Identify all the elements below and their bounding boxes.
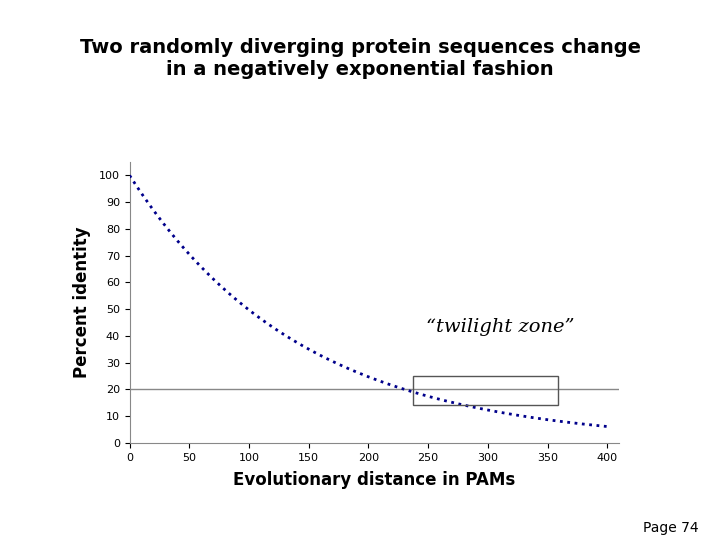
Y-axis label: Percent identity: Percent identity <box>73 227 91 378</box>
Text: Page 74: Page 74 <box>643 521 698 535</box>
Bar <box>413 376 558 406</box>
Text: “twilight zone”: “twilight zone” <box>426 318 575 336</box>
Text: Two randomly diverging protein sequences change
in a negatively exponential fash: Two randomly diverging protein sequences… <box>79 38 641 79</box>
X-axis label: Evolutionary distance in PAMs: Evolutionary distance in PAMs <box>233 471 516 489</box>
